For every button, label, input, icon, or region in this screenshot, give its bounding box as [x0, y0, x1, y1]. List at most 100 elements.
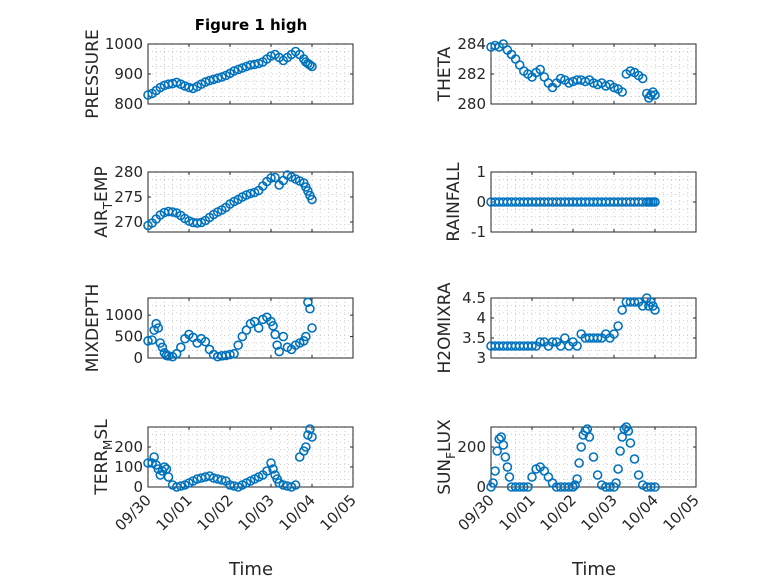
data-point [535, 64, 546, 75]
data-point [625, 438, 636, 448]
data-point [650, 482, 660, 492]
axes-box [490, 426, 697, 488]
y-tick-label: 0 [476, 478, 486, 496]
data-point [147, 335, 157, 345]
data-point [650, 305, 660, 315]
data-point [266, 458, 276, 468]
figure-title: Figure 1 high [195, 16, 308, 34]
data-point [307, 61, 317, 72]
data-point [609, 82, 619, 93]
series-markers [486, 39, 660, 103]
data-point [180, 81, 190, 91]
y-tick-label: 0 [476, 193, 486, 211]
data-point [572, 474, 582, 484]
data-point [490, 466, 500, 476]
data-point [559, 333, 570, 343]
data-point [500, 452, 511, 462]
series-markers [143, 297, 317, 362]
data-point [555, 73, 566, 84]
data-point [200, 336, 211, 347]
data-point [268, 464, 278, 474]
data-point [143, 336, 153, 346]
data-point [623, 426, 634, 436]
y-tick-label: 284 [457, 35, 486, 53]
data-point [564, 482, 574, 492]
data-point [617, 87, 628, 97]
plot-area [491, 44, 696, 104]
y-axis-label: MIXDEPTH [83, 284, 103, 373]
data-point [613, 321, 623, 331]
data-point [637, 301, 648, 311]
data-point [592, 470, 603, 480]
data-point [167, 207, 178, 217]
y-tick-label: 800 [114, 95, 143, 113]
data-point [212, 73, 223, 83]
data-point [307, 323, 317, 333]
data-point [615, 446, 625, 456]
y-tick-label: 200 [457, 438, 486, 456]
y-axis-label: H2OMIXRA [435, 282, 455, 373]
data-point [568, 482, 578, 492]
data-point [492, 446, 502, 456]
data-point [611, 478, 621, 488]
data-point [272, 340, 282, 350]
axes-box [147, 171, 354, 233]
data-point [143, 90, 153, 100]
y-tick-label: 4.5 [462, 289, 486, 307]
data-point [229, 348, 239, 359]
y-axis-label: THETA [435, 46, 455, 102]
data-point [305, 303, 315, 314]
data-point [200, 77, 211, 87]
y-tick-label: 1 [476, 163, 486, 181]
series-markers [486, 197, 660, 207]
y-tick-label: 500 [114, 328, 143, 346]
data-point [253, 323, 264, 333]
y-tick-label: 282 [457, 65, 486, 83]
data-point [572, 341, 582, 351]
data-point [290, 480, 301, 490]
data-point [629, 297, 640, 307]
data-point [266, 173, 276, 183]
y-axis-label: AIRTEMP [92, 166, 115, 237]
data-point [303, 297, 313, 308]
y-axis-label: TERRMSL [92, 419, 115, 496]
data-point [241, 190, 252, 200]
y-tick-label: 4 [476, 309, 486, 327]
plot-area [148, 172, 353, 232]
data-point [268, 321, 278, 331]
data-point [225, 349, 235, 360]
y-tick-label: 280 [114, 163, 143, 181]
data-point [518, 482, 529, 492]
data-point [204, 75, 215, 86]
data-point [305, 60, 315, 70]
data-point [208, 74, 219, 85]
y-tick-label: 270 [114, 213, 143, 231]
data-point [217, 72, 227, 82]
data-point [629, 454, 640, 464]
axes-box [147, 297, 354, 359]
data-point [176, 481, 186, 491]
data-point [262, 466, 272, 476]
series-markers [143, 424, 317, 492]
y-tick-label: 200 [114, 438, 143, 456]
series-markers [486, 422, 660, 492]
data-point [253, 58, 264, 69]
data-point [592, 333, 603, 343]
data-point [163, 472, 174, 482]
data-point [153, 323, 164, 333]
axes-box [490, 297, 697, 359]
axes-box [147, 426, 354, 488]
y-axis-label: PRESSURE [83, 29, 103, 118]
data-point [249, 59, 260, 70]
data-point [233, 340, 243, 350]
data-point [270, 172, 280, 183]
data-point [588, 452, 599, 462]
data-point [584, 432, 595, 442]
data-point [613, 464, 623, 474]
y-tick-label: 100 [114, 458, 143, 476]
data-point [646, 482, 656, 492]
